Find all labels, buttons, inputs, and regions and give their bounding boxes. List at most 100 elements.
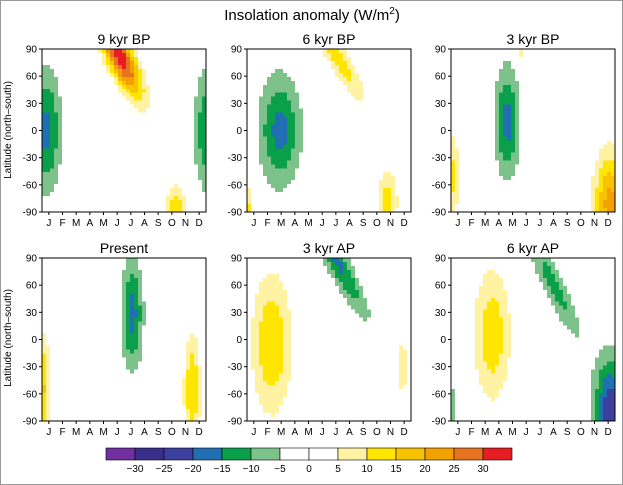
anomaly-cell xyxy=(339,76,344,82)
anomaly-cell xyxy=(551,124,556,129)
anomaly-cell xyxy=(86,96,91,102)
anomaly-cell xyxy=(319,68,324,74)
anomaly-cell xyxy=(190,88,195,94)
anomaly-cell xyxy=(407,152,412,157)
anomaly-cell xyxy=(523,180,528,185)
anomaly-cell xyxy=(339,156,344,161)
anomaly-cell xyxy=(251,128,256,133)
anomaly-cell xyxy=(591,120,596,125)
anomaly-cell xyxy=(90,196,95,201)
anomaly-cell xyxy=(295,108,300,114)
anomaly-cell xyxy=(74,76,79,82)
anomaly-cell xyxy=(78,96,83,102)
anomaly-cell xyxy=(295,176,300,181)
anomaly-cell xyxy=(391,132,396,137)
anomaly-cell xyxy=(186,200,191,205)
anomaly-cell xyxy=(563,56,568,62)
anomaly-cell xyxy=(479,60,484,66)
anomaly-cell xyxy=(567,68,572,74)
anomaly-cell xyxy=(399,180,404,185)
anomaly-cell xyxy=(275,188,280,193)
anomaly-cell xyxy=(543,160,548,165)
anomaly-cell xyxy=(571,88,576,94)
anomaly-cell xyxy=(70,160,75,165)
anomaly-cell xyxy=(339,88,344,94)
anomaly-cell xyxy=(251,156,256,161)
anomaly-cell xyxy=(587,164,592,169)
anomaly-cell xyxy=(126,204,131,209)
anomaly-cell xyxy=(134,124,139,129)
anomaly-cell xyxy=(174,208,179,213)
anomaly-cell xyxy=(483,128,488,133)
anomaly-cell xyxy=(142,64,147,70)
anomaly-cell xyxy=(319,144,324,149)
anomaly-cell xyxy=(255,72,260,78)
anomaly-cell xyxy=(170,172,175,177)
anomaly-cell xyxy=(86,49,91,54)
anomaly-cell xyxy=(202,168,207,173)
anomaly-cell xyxy=(519,184,524,189)
anomaly-cell xyxy=(399,60,404,66)
anomaly-cell xyxy=(50,60,55,66)
anomaly-cell xyxy=(291,204,296,209)
anomaly-cell xyxy=(331,140,336,145)
anomaly-cell xyxy=(511,68,516,74)
anomaly-cell xyxy=(363,152,368,157)
anomaly-cell xyxy=(391,164,396,169)
anomaly-cell xyxy=(94,84,99,90)
anomaly-cell xyxy=(50,124,55,129)
x-tick-label: M xyxy=(99,218,107,229)
anomaly-cell xyxy=(531,76,536,82)
anomaly-cell xyxy=(475,184,480,189)
anomaly-cell xyxy=(319,80,324,86)
anomaly-cell xyxy=(503,88,508,94)
anomaly-cell xyxy=(535,88,540,94)
anomaly-cell xyxy=(271,152,276,157)
anomaly-cell xyxy=(74,204,79,209)
anomaly-cell xyxy=(547,120,552,125)
anomaly-cell xyxy=(503,176,508,181)
anomaly-cell xyxy=(146,172,151,177)
anomaly-cell xyxy=(367,52,372,58)
anomaly-cell xyxy=(519,172,524,177)
anomaly-cell xyxy=(255,204,260,209)
anomaly-cell xyxy=(599,108,604,114)
anomaly-cell xyxy=(327,136,332,141)
anomaly-cell xyxy=(178,148,183,153)
anomaly-cell xyxy=(575,172,580,177)
anomaly-cell xyxy=(267,68,272,74)
anomaly-cell xyxy=(607,156,612,161)
anomaly-cell xyxy=(106,104,111,110)
anomaly-cell xyxy=(54,192,59,197)
anomaly-cell xyxy=(259,192,264,197)
anomaly-cell xyxy=(118,104,123,110)
anomaly-cell xyxy=(403,104,408,110)
anomaly-cell xyxy=(186,156,191,161)
anomaly-cell xyxy=(267,72,272,78)
anomaly-cell xyxy=(126,100,131,106)
anomaly-cell xyxy=(475,192,480,197)
anomaly-cell xyxy=(327,92,332,98)
anomaly-cell xyxy=(527,72,532,78)
anomaly-cell xyxy=(295,49,300,54)
anomaly-cell xyxy=(279,80,284,86)
anomaly-cell xyxy=(58,136,63,141)
anomaly-cell xyxy=(275,120,280,125)
anomaly-cell xyxy=(186,60,191,66)
anomaly-cell xyxy=(391,188,396,193)
anomaly-cell xyxy=(295,184,300,189)
anomaly-cell xyxy=(126,104,131,110)
anomaly-cell xyxy=(587,168,592,173)
anomaly-cell xyxy=(82,132,87,137)
anomaly-cell xyxy=(74,100,79,106)
anomaly-cell xyxy=(98,92,103,98)
anomaly-cell xyxy=(106,88,111,94)
anomaly-cell xyxy=(126,56,131,62)
anomaly-cell xyxy=(42,192,47,197)
anomaly-cell xyxy=(287,124,292,129)
anomaly-cell xyxy=(267,208,272,213)
anomaly-cell xyxy=(535,68,540,74)
anomaly-cell xyxy=(303,164,308,169)
anomaly-cell xyxy=(491,72,496,78)
anomaly-cell xyxy=(587,80,592,86)
